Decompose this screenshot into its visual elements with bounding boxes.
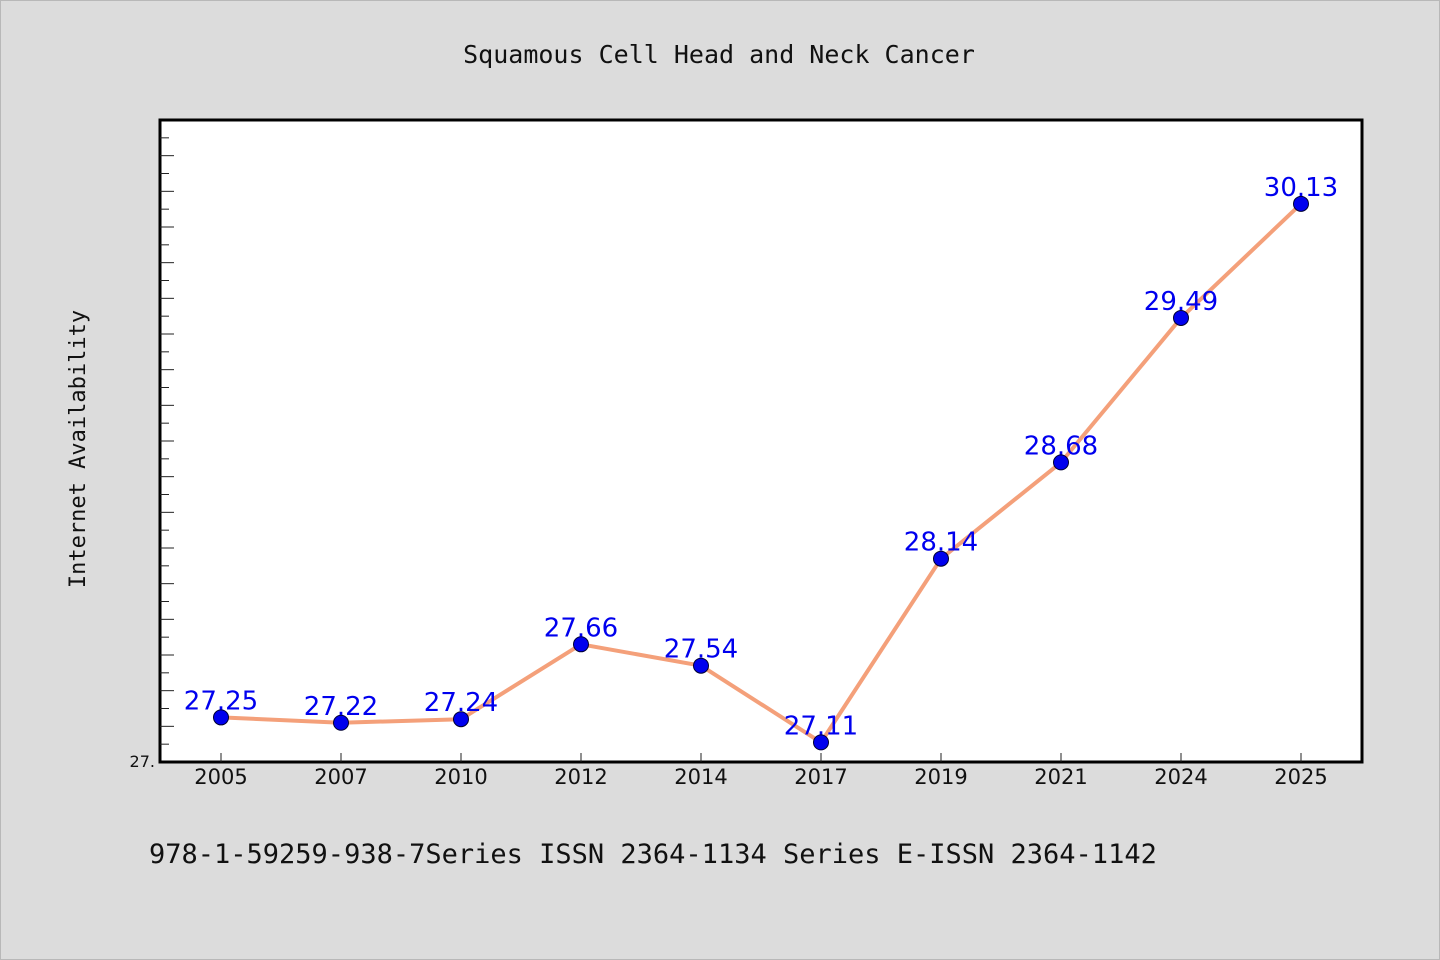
data-label: 27.66 bbox=[544, 613, 618, 643]
x-tick-label: 2021 bbox=[1034, 765, 1087, 789]
chart-title: Squamous Cell Head and Neck Cancer bbox=[463, 40, 975, 69]
data-markers bbox=[213, 195, 1309, 751]
y-tick-label: 27. bbox=[130, 752, 155, 771]
data-point bbox=[693, 657, 709, 674]
y-axis-ticks bbox=[160, 137, 174, 745]
data-label: 27.24 bbox=[424, 688, 498, 718]
data-label: 27.25 bbox=[184, 686, 258, 716]
y-axis-label: Internet Availability bbox=[66, 310, 91, 588]
data-label: 30.13 bbox=[1264, 173, 1338, 203]
x-tick-label: 2019 bbox=[914, 765, 967, 789]
x-tick-label: 2024 bbox=[1154, 765, 1207, 789]
data-point bbox=[333, 714, 349, 731]
data-label: 27.54 bbox=[664, 635, 738, 665]
data-label: 27.11 bbox=[784, 711, 858, 741]
data-point bbox=[1293, 195, 1309, 212]
data-point bbox=[813, 734, 829, 751]
data-point bbox=[453, 711, 469, 728]
x-tick-label: 2005 bbox=[194, 765, 247, 789]
series-line-group bbox=[219, 201, 1303, 745]
data-label: 28.14 bbox=[904, 528, 978, 558]
data-point bbox=[933, 550, 949, 567]
footer-text: 978-1-59259-938-7Series ISSN 2364-1134 S… bbox=[149, 839, 1157, 870]
data-point bbox=[1053, 454, 1069, 471]
data-labels: 27.25 27.22 27.24 27.66 27.54 27.11 28.14 28.68… bbox=[184, 173, 1338, 742]
data-label: 28.68 bbox=[1024, 431, 1098, 461]
data-label: 27.22 bbox=[304, 692, 378, 722]
x-tick-label: 2014 bbox=[674, 765, 727, 789]
x-tick-label: 2017 bbox=[794, 765, 847, 789]
x-tick-label: 2025 bbox=[1274, 765, 1327, 789]
plot-area bbox=[158, 118, 1364, 764]
x-tick-label: 2007 bbox=[314, 765, 367, 789]
data-point bbox=[573, 636, 589, 653]
x-tick-label: 2012 bbox=[554, 765, 607, 789]
data-point bbox=[213, 709, 229, 726]
data-label: 29.49 bbox=[1144, 287, 1218, 317]
series-line bbox=[219, 201, 1303, 745]
data-point bbox=[1173, 309, 1189, 326]
x-axis: 2005 2007 2010 2012 2014 2017 2019 2021 2024 2025 bbox=[194, 753, 1328, 789]
x-tick-label: 2010 bbox=[434, 765, 487, 789]
